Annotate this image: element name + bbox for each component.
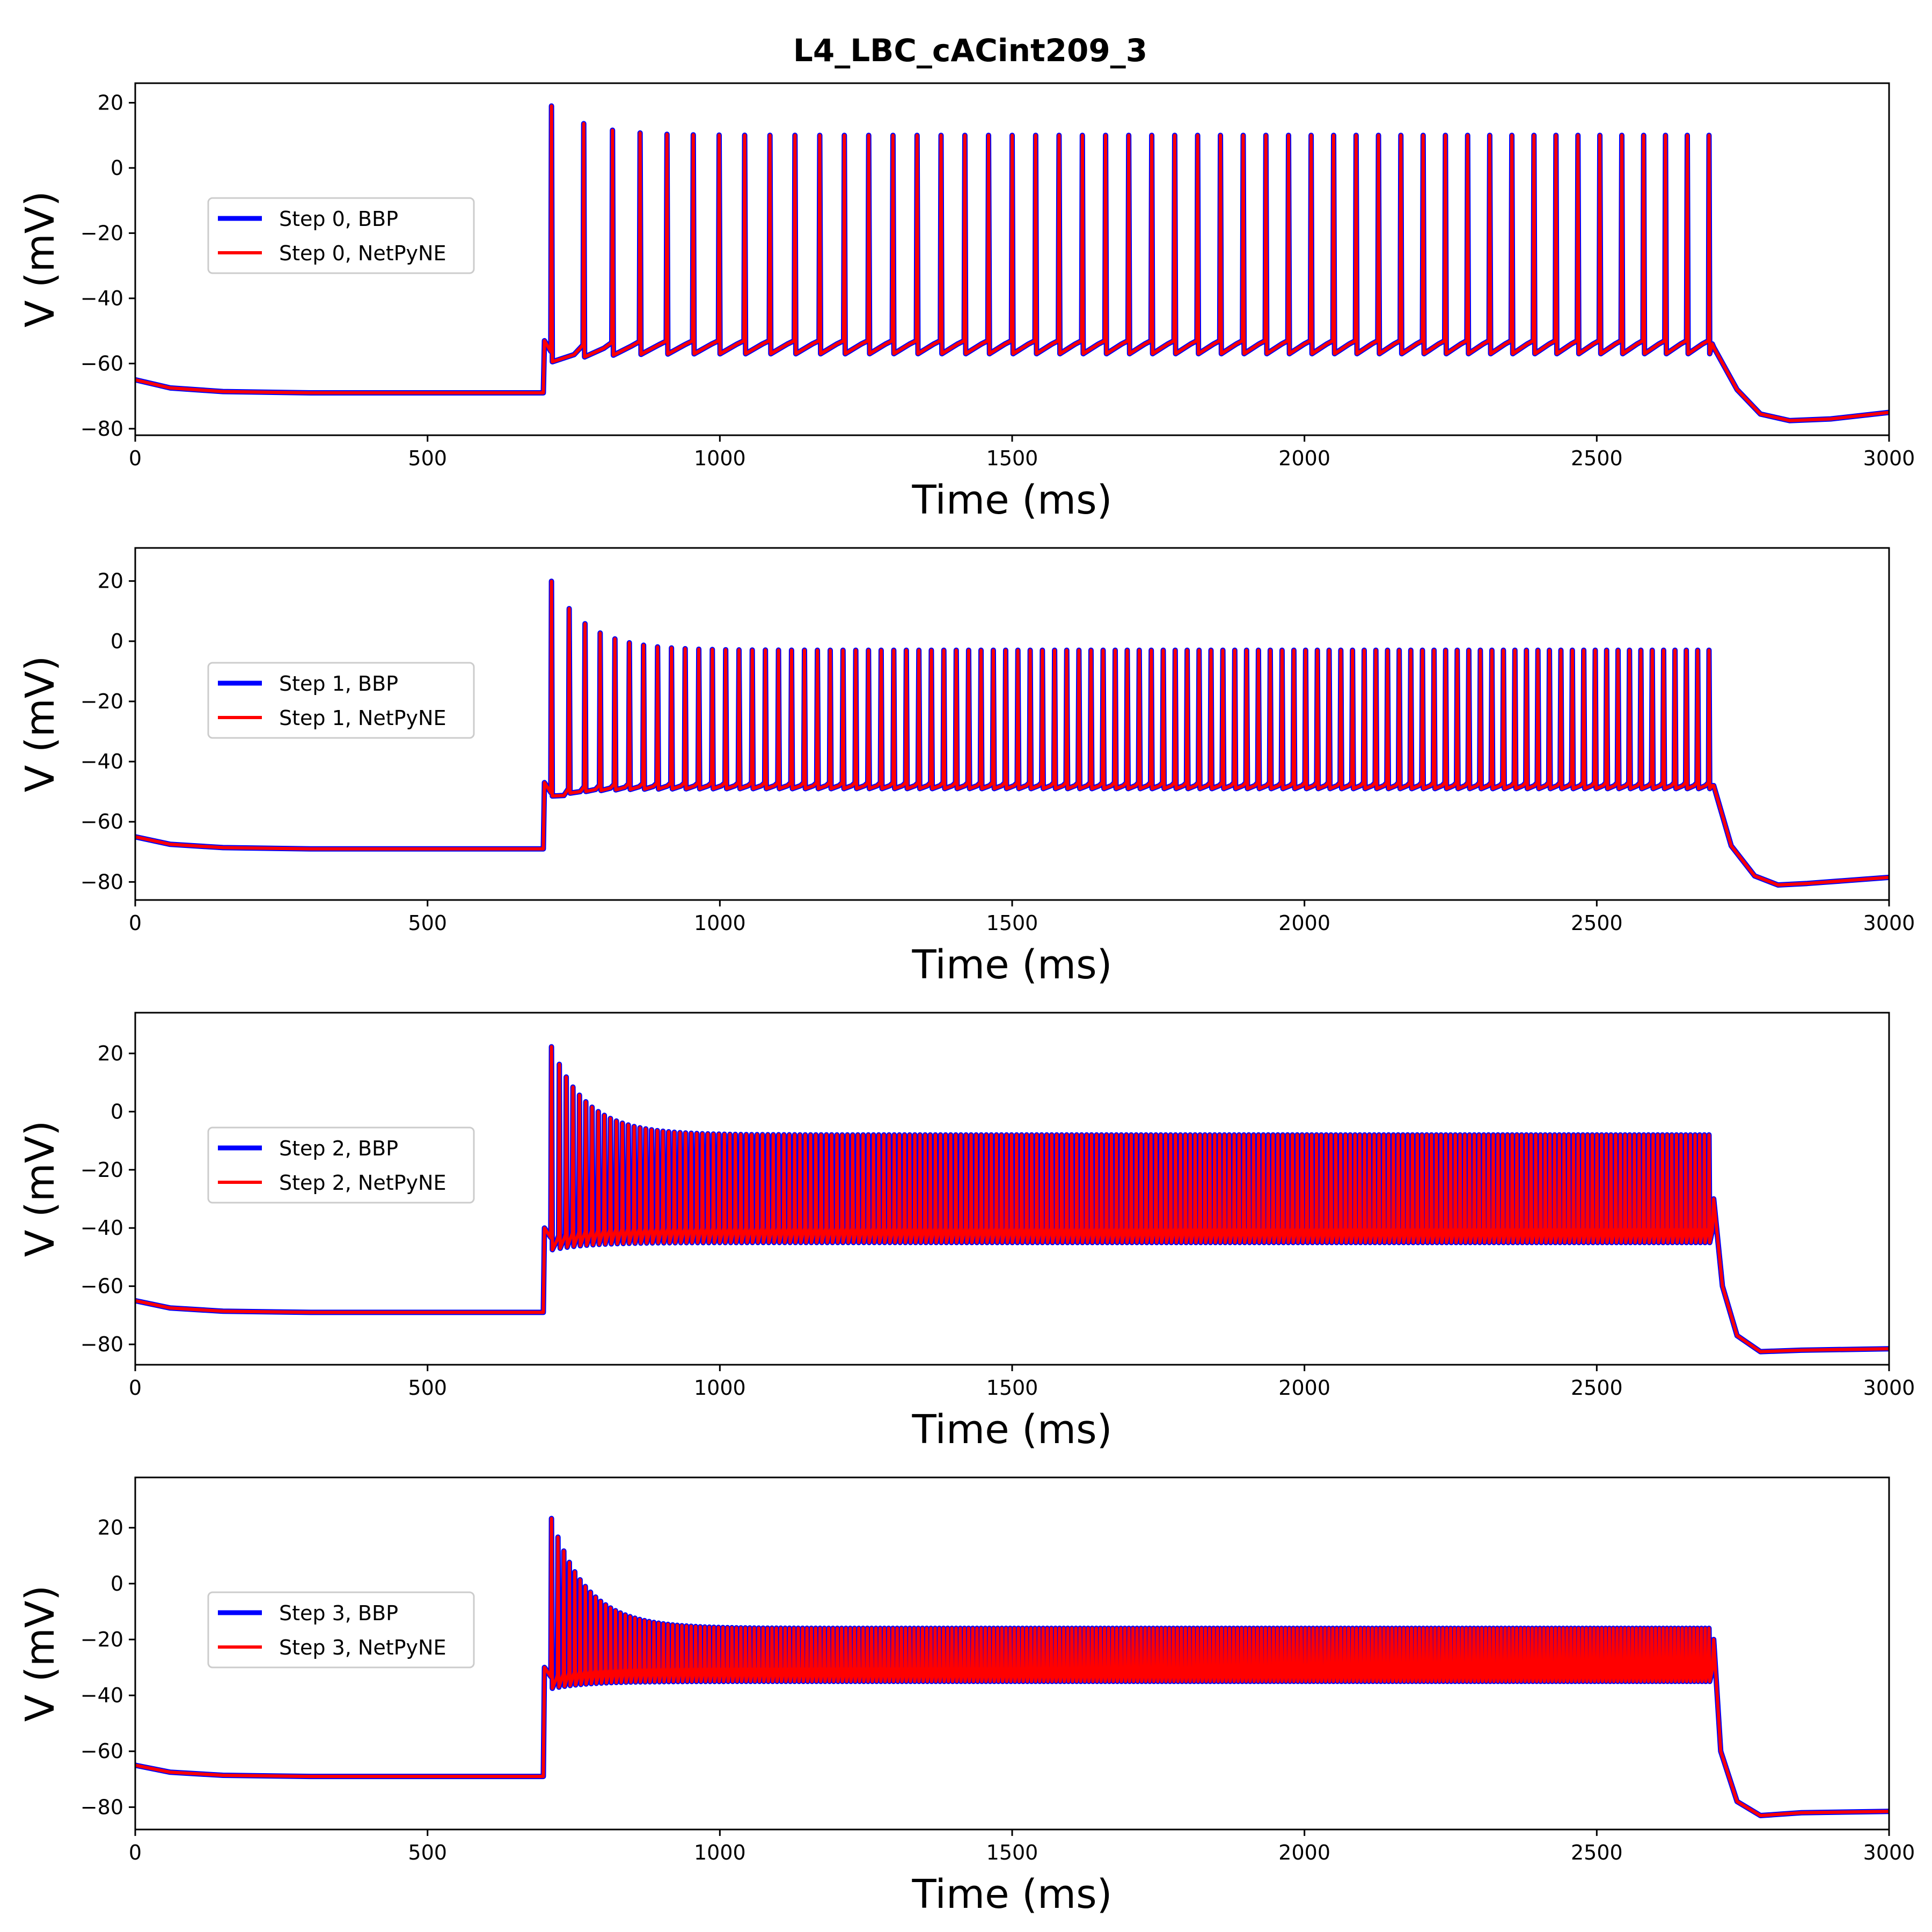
panel-3: 0 500 1000 1500 2000 2500 3000 −80 −60 −40 −20 0 20 T… — [17, 1476, 1915, 1918]
y-tick-label: −80 — [80, 417, 123, 441]
legend-box — [207, 1126, 475, 1204]
y-tick-label: −20 — [80, 1628, 123, 1651]
panel-1: 0 500 1000 1500 2000 2500 3000 −80 −60 −40 −20 0 20 T… — [17, 547, 1915, 988]
panels: 0 500 1000 1500 2000 2500 3000−80−60−40−20020T… — [17, 82, 1915, 1918]
legend-label: Step 0, BBP — [279, 207, 398, 231]
traces — [135, 1044, 1889, 1355]
x-tick-label: 500 — [408, 1376, 447, 1400]
x-tick-label: 500 — [408, 1841, 447, 1864]
y-tick-label: −80 — [80, 1795, 123, 1819]
y-tick-label: −40 — [80, 287, 123, 310]
x-tick-label: 1500 — [986, 911, 1038, 935]
legend: Step 2, BBP Step 2, NetPyNE — [207, 1126, 475, 1204]
legend-label: Step 3, BBP — [279, 1601, 398, 1625]
traces — [135, 103, 1889, 423]
y-tick-label: 20 — [98, 1516, 123, 1540]
x-tick-label: 0 — [129, 447, 142, 470]
x-tick-label: 3000 — [1863, 1376, 1915, 1400]
legend-label: Step 2, NetPyNE — [279, 1171, 446, 1195]
x-tick-label: 2500 — [1571, 1376, 1623, 1400]
y-axis-label: V (mV) — [17, 191, 63, 328]
x-tick-label: 2000 — [1278, 447, 1330, 470]
x-tick-label: 3000 — [1863, 1841, 1915, 1864]
legend-box — [207, 197, 475, 274]
panel-2: 0 500 1000 1500 2000 2500 3000 −80 −60 −40 −20 0 20 T… — [17, 1012, 1915, 1453]
legend: Step 3, BBP Step 3, NetPyNE — [207, 1591, 475, 1668]
y-tick-label: −60 — [80, 1739, 123, 1763]
x-tick-label: 2000 — [1278, 911, 1330, 935]
legend-label: Step 0, NetPyNE — [279, 241, 446, 265]
x-tick-label: 1000 — [694, 1841, 746, 1864]
series-line-netpyne — [135, 1517, 1889, 1817]
x-tick-label: 1500 — [986, 1376, 1038, 1400]
x-tick-label: 2000 — [1278, 1841, 1330, 1864]
y-tick-label: −80 — [80, 1333, 123, 1356]
x-tick-label: 2500 — [1571, 1841, 1623, 1864]
y-tick-label: −20 — [80, 221, 123, 245]
y-tick-label: 20 — [98, 569, 123, 593]
y-tick-label: 0 — [111, 630, 123, 653]
x-tick-label: 2500 — [1571, 911, 1623, 935]
y-tick-label: −40 — [80, 1684, 123, 1707]
y-tick-label: 0 — [111, 156, 123, 180]
y-tick-label: −60 — [80, 810, 123, 833]
series-line-netpyne — [135, 580, 1889, 887]
x-axis-label: Time (ms) — [912, 1407, 1113, 1453]
y-tick-label: −20 — [80, 690, 123, 713]
y-tick-label: −40 — [80, 750, 123, 773]
y-tick-label: −60 — [80, 1275, 123, 1298]
y-tick-label: 0 — [111, 1100, 123, 1123]
legend-box — [207, 1591, 475, 1668]
x-tick-label: 0 — [129, 911, 142, 935]
x-tick-label: 500 — [408, 911, 447, 935]
x-tick-label: 1000 — [694, 911, 746, 935]
y-tick-label: −80 — [80, 870, 123, 894]
legend-label: Step 1, NetPyNE — [279, 706, 446, 730]
y-tick-label: 20 — [98, 1042, 123, 1065]
x-axis-label: Time (ms) — [912, 477, 1113, 523]
x-tick-label: 1000 — [694, 1376, 746, 1400]
x-tick-label: 500 — [408, 447, 447, 470]
x-tick-label: 1500 — [986, 1841, 1038, 1864]
x-tick-label: 3000 — [1863, 911, 1915, 935]
figure-title: L4_LBC_cACint209_3 — [793, 32, 1147, 69]
legend-box — [207, 662, 475, 739]
y-tick-label: 20 — [98, 91, 123, 114]
x-tick-label: 3000 — [1863, 447, 1915, 470]
traces — [135, 1516, 1889, 1818]
x-tick-label: 1500 — [986, 447, 1038, 470]
y-tick-label: −20 — [80, 1158, 123, 1182]
legend-label: Step 3, NetPyNE — [279, 1636, 446, 1659]
y-tick-label: −40 — [80, 1216, 123, 1240]
x-tick-label: 2000 — [1278, 1376, 1330, 1400]
x-axis-label: Time (ms) — [912, 942, 1113, 988]
legend-label: Step 2, BBP — [279, 1137, 398, 1160]
x-tick-label: 0 — [129, 1376, 142, 1400]
y-axis-label: V (mV) — [17, 656, 63, 793]
series-line-netpyne — [135, 104, 1889, 422]
legend: Step 0, BBP Step 0, NetPyNE — [207, 197, 475, 274]
x-tick-label: 2500 — [1571, 447, 1623, 470]
y-axis-label: V (mV) — [17, 1585, 63, 1722]
y-axis-label: V (mV) — [17, 1121, 63, 1257]
panel-0: 0 500 1000 1500 2000 2500 3000 −80 −60 −40 −20 0 20 T… — [17, 82, 1915, 523]
legend: Step 1, BBP Step 1, NetPyNE — [207, 662, 475, 739]
legend-label: Step 1, BBP — [279, 672, 398, 696]
traces — [135, 579, 1889, 888]
y-tick-label: 0 — [111, 1572, 123, 1596]
series-line-netpyne — [135, 1045, 1889, 1353]
x-tick-label: 0 — [129, 1841, 142, 1864]
x-tick-label: 1000 — [694, 447, 746, 470]
y-tick-label: −60 — [80, 352, 123, 375]
x-axis-label: Time (ms) — [912, 1871, 1113, 1918]
